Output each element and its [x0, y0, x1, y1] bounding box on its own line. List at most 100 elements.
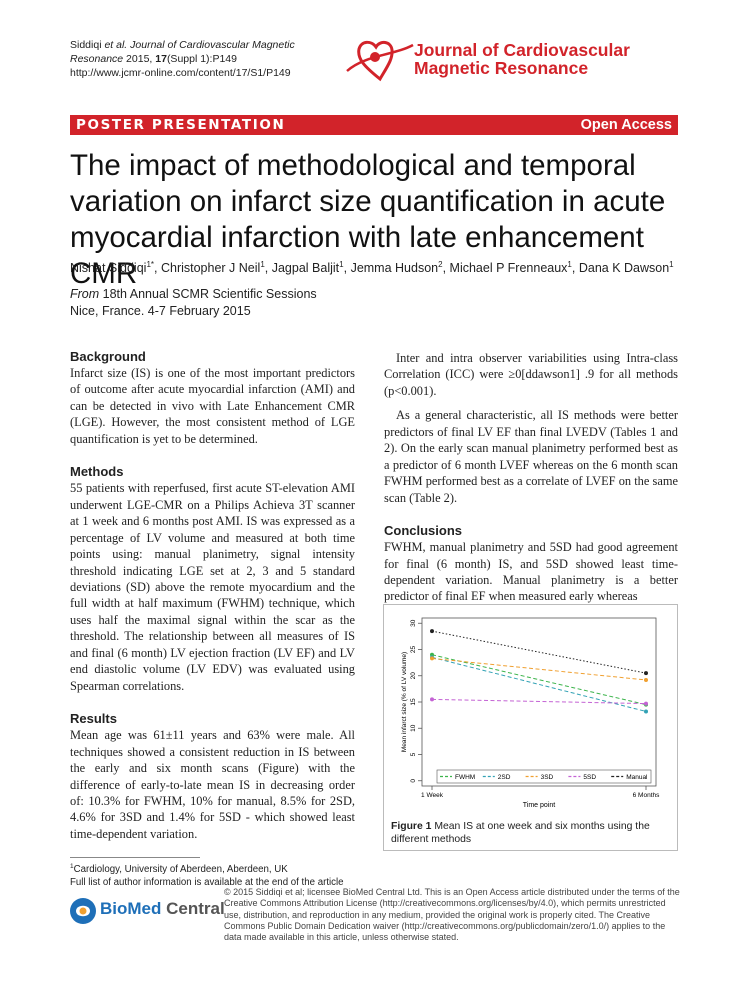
logo-line: Magnetic Resonance [414, 58, 589, 78]
author-affiliation: 1 [567, 260, 572, 269]
article-type: POSTER PRESENTATION [76, 117, 286, 133]
paragraph: Infarct size (IS) is one of the most imp… [70, 366, 355, 446]
logo-dot [79, 907, 87, 915]
footnote-rule [70, 857, 200, 858]
author-separator: , [442, 261, 447, 276]
publisher-logo-mark [70, 898, 96, 924]
author-name: Jagpal Baljit [271, 261, 340, 276]
author-affiliation: 2 [438, 260, 443, 269]
figure-label: Figure 1 [391, 821, 432, 832]
license: © 2015 Siddiqi et al; licensee BioMed Ce… [224, 887, 680, 943]
author-affiliation: 1 [260, 260, 265, 269]
citation: Siddiqi et al. Journal of Cardiovascular… [70, 38, 320, 80]
caption-text: Mean IS at one week and six months using… [391, 821, 650, 845]
series-line [431, 657, 647, 681]
y-tick-label: 0 [410, 779, 417, 783]
publisher-part: Central [166, 899, 225, 918]
paragraph: FWHM, manual planimetry and 5SD had good… [384, 540, 678, 604]
left-column: Background Infarct size (IS) is one of t… [70, 348, 355, 842]
author-affiliation: 1* [146, 260, 154, 269]
footnote-note: Full list of author information is avail… [70, 876, 344, 888]
meeting: From 18th Annual SCMR Scientific Session… [70, 286, 317, 320]
meeting-event: 18th Annual SCMR Scientific Sessions [102, 287, 317, 301]
author-separator: , [571, 261, 576, 276]
legend-label: FWHM [455, 774, 475, 781]
paragraph: Mean age was 61±11 years and 63% were ma… [70, 728, 355, 841]
logo-dot [370, 52, 380, 62]
publisher-part: BioMed [100, 899, 162, 918]
series-line [431, 656, 647, 712]
data-point [644, 677, 648, 682]
citation-journal: Journal of Cardiovascular Magnetic Reson… [70, 39, 295, 65]
data-point [644, 709, 648, 714]
legend-label: 2SD [498, 774, 511, 781]
data-point [644, 701, 648, 706]
meeting-location: Nice, France. 4-7 February 2015 [70, 304, 251, 318]
series-line [431, 654, 647, 706]
footnote: 1Cardiology, University of Aberdeen, Abe… [70, 861, 344, 889]
section-heading: Results [70, 711, 117, 727]
figure-box: 0 5 10 15 20 25 30 Mean infarct size (% of LV v… [383, 604, 678, 851]
y-tick-label: 30 [410, 619, 417, 627]
author-affiliation: 1 [339, 260, 344, 269]
y-axis-label: Mean infarct size (% of LV volume) [401, 652, 408, 752]
figure-caption: Figure 1 Mean IS at one week and six mon… [391, 820, 673, 846]
x-tick-label: 1 Week [421, 792, 444, 799]
author-separator: , [264, 261, 269, 276]
journal-logo-mark [346, 40, 414, 82]
publisher-logo: BioMed Central [100, 899, 225, 919]
chart: 0 5 10 15 20 25 30 Mean infarct size (% of LV v… [401, 617, 660, 809]
author-name: Nishat Siddiqi [70, 261, 147, 276]
legend-label: 3SD [541, 774, 554, 781]
y-tick-label: 5 [410, 752, 417, 756]
citation-authors: Siddiqi [70, 39, 102, 51]
data-point [430, 629, 434, 634]
paragraph: 55 patients with reperfused, first acute… [70, 481, 355, 693]
citation-year: 2015, [126, 53, 153, 65]
logo-line: Journal of Cardiovascular [414, 40, 630, 60]
series-line [431, 630, 647, 674]
legend-label: Manual [626, 774, 648, 781]
paragraph: Inter and intra observer variabilities u… [384, 351, 678, 398]
y-tick-label: 25 [410, 646, 417, 654]
footnote-affiliation: Cardiology, University of Aberdeen, Aber… [73, 864, 288, 876]
title: The impact of methodological and tempora… [70, 149, 666, 290]
section-heading: Conclusions [384, 523, 463, 539]
paragraph: As a general characteristic, all IS meth… [384, 408, 678, 505]
section-heading: Background [70, 349, 146, 364]
legend-box [436, 769, 652, 784]
data-point [644, 671, 648, 676]
citation-volume: 17 [155, 53, 167, 65]
section-heading: Methods [70, 464, 124, 480]
banner: POSTER PRESENTATION Open Access [70, 115, 678, 135]
legend-label: 5SD [583, 774, 596, 781]
data-point [430, 656, 434, 661]
author-separator: , [154, 261, 158, 276]
y-tick-label: 10 [410, 724, 417, 732]
author-name: Michael P Frenneaux [449, 261, 568, 276]
right-column: Inter and intra observer variabilities u… [384, 350, 678, 605]
citation-issue: (Suppl 1):P149 [166, 53, 237, 65]
open-access: Open Access [580, 117, 672, 133]
y-tick-label: 20 [410, 672, 417, 680]
y-tick-label: 15 [410, 698, 417, 706]
journal-logo: Journal of Cardiovascular Magnetic Reson… [414, 41, 630, 77]
meeting-from: From [70, 287, 100, 301]
plot-frame [421, 617, 657, 787]
citation-url: http://www.jcmr-online.com/content/17/S1… [70, 67, 291, 79]
author-name: Christopher J Neil [160, 261, 261, 276]
authors: Nishat Siddiqi1*, Christopher J Neil1, J… [70, 260, 690, 275]
data-point [430, 697, 434, 702]
logo-heart [357, 40, 394, 82]
citation-etal: et al. [104, 39, 128, 51]
footnote-number: 1 [70, 863, 74, 870]
series-line [431, 698, 647, 705]
x-axis-label: Time point [523, 802, 555, 809]
x-tick-label: 6 Months [633, 792, 660, 799]
author-separator: , [343, 261, 348, 276]
author-name: Jemma Hudson [350, 261, 439, 276]
author-affiliation: 1 [669, 260, 674, 269]
author-name: Dana K Dawson [578, 261, 670, 276]
